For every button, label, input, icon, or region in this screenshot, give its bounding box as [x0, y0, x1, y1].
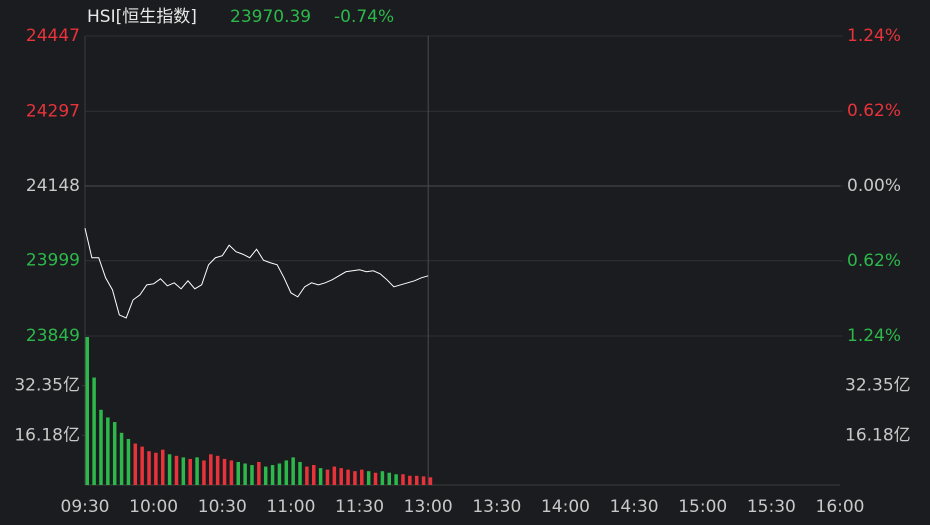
volume-bar	[291, 457, 295, 485]
volume-tick-label-right: 16.18亿	[845, 425, 911, 445]
volume-bar	[147, 451, 151, 485]
x-tick-label: 10:00	[129, 497, 178, 517]
volume-bar	[305, 466, 309, 485]
volume-bar	[215, 455, 220, 485]
volume-bar	[236, 461, 240, 485]
volume-bar	[387, 472, 391, 485]
y2-tick-label: 0.62%	[847, 101, 901, 121]
volume-tick-label: 16.18亿	[14, 425, 80, 445]
y2-tick-label: 1.24%	[847, 326, 901, 346]
y-tick-label: 24447	[26, 26, 80, 46]
volume-bar	[257, 461, 261, 485]
x-tick-label: 09:30	[61, 497, 110, 517]
volume-bar	[298, 461, 302, 485]
y2-tick-label: 0.00%	[847, 176, 901, 196]
volume-bar	[250, 465, 254, 485]
price-line	[84, 228, 429, 319]
x-tick-label: 10:30	[198, 497, 247, 517]
volume-bar	[167, 454, 172, 485]
volume-bar	[263, 466, 268, 485]
volume-bar	[373, 472, 378, 485]
volume-bar	[119, 432, 124, 485]
volume-bar	[346, 469, 350, 485]
x-tick-label: 13:00	[404, 497, 453, 517]
y-tick-label: 23849	[26, 326, 80, 346]
volume-bar	[408, 475, 412, 485]
volume-bar	[161, 449, 165, 485]
volume-bar	[284, 460, 289, 485]
x-tick-label: 11:00	[266, 497, 315, 517]
x-tick-label: 14:30	[610, 497, 659, 517]
volume-bar	[360, 469, 364, 485]
volume-bar	[112, 422, 117, 485]
x-tick-label: 14:00	[541, 497, 590, 517]
volume-bar	[209, 454, 213, 485]
volume-tick-label: 32.35亿	[14, 376, 80, 396]
x-tick-label: 11:30	[335, 497, 384, 517]
volume-bar	[174, 455, 179, 485]
volume-bar	[92, 377, 96, 485]
volume-bar	[421, 476, 426, 485]
volume-bar	[353, 471, 357, 485]
chart-title: HSI[恒生指数]	[87, 7, 197, 27]
volume-bar	[99, 409, 103, 485]
volume-bar	[428, 477, 433, 485]
volume-bar	[202, 460, 206, 485]
volume-bar	[140, 446, 144, 485]
y2-tick-label: 1.24%	[847, 26, 901, 46]
volume-bar	[325, 469, 330, 485]
volume-bar	[394, 474, 398, 485]
y-tick-label: 24297	[26, 101, 80, 121]
x-tick-label: 15:00	[678, 497, 727, 517]
volume-bar	[188, 458, 192, 485]
volume-bar	[339, 468, 343, 485]
volume-bar	[366, 471, 371, 485]
y-tick-label: 23999	[26, 251, 80, 271]
x-tick-label: 15:30	[747, 497, 796, 517]
x-tick-label: 16:00	[816, 497, 865, 517]
volume-tick-label-right: 32.35亿	[845, 376, 911, 396]
volume-bar	[195, 457, 199, 485]
volume-bar	[154, 452, 158, 485]
volume-bar	[126, 438, 131, 485]
price-change: -0.74%	[334, 7, 394, 27]
volume-bar	[133, 443, 138, 485]
volume-bar	[270, 465, 275, 485]
volume-bar	[85, 337, 89, 485]
volume-bar	[332, 466, 337, 485]
volume-bar	[312, 465, 316, 485]
x-tick-label: 13:30	[472, 497, 521, 517]
volume-bar	[277, 463, 282, 485]
volume-bar	[229, 460, 234, 485]
volume-bar	[401, 474, 405, 485]
volume-bar	[380, 471, 385, 485]
y-tick-label: 24148	[26, 176, 80, 196]
volume-bar	[414, 475, 419, 485]
volume-bar	[106, 417, 110, 485]
volume-bar	[181, 457, 186, 485]
last-price: 23970.39	[230, 7, 311, 27]
volume-bar	[318, 468, 323, 485]
y2-tick-label: 0.62%	[847, 251, 901, 271]
volume-bar	[243, 463, 247, 485]
volume-bar	[222, 458, 227, 485]
